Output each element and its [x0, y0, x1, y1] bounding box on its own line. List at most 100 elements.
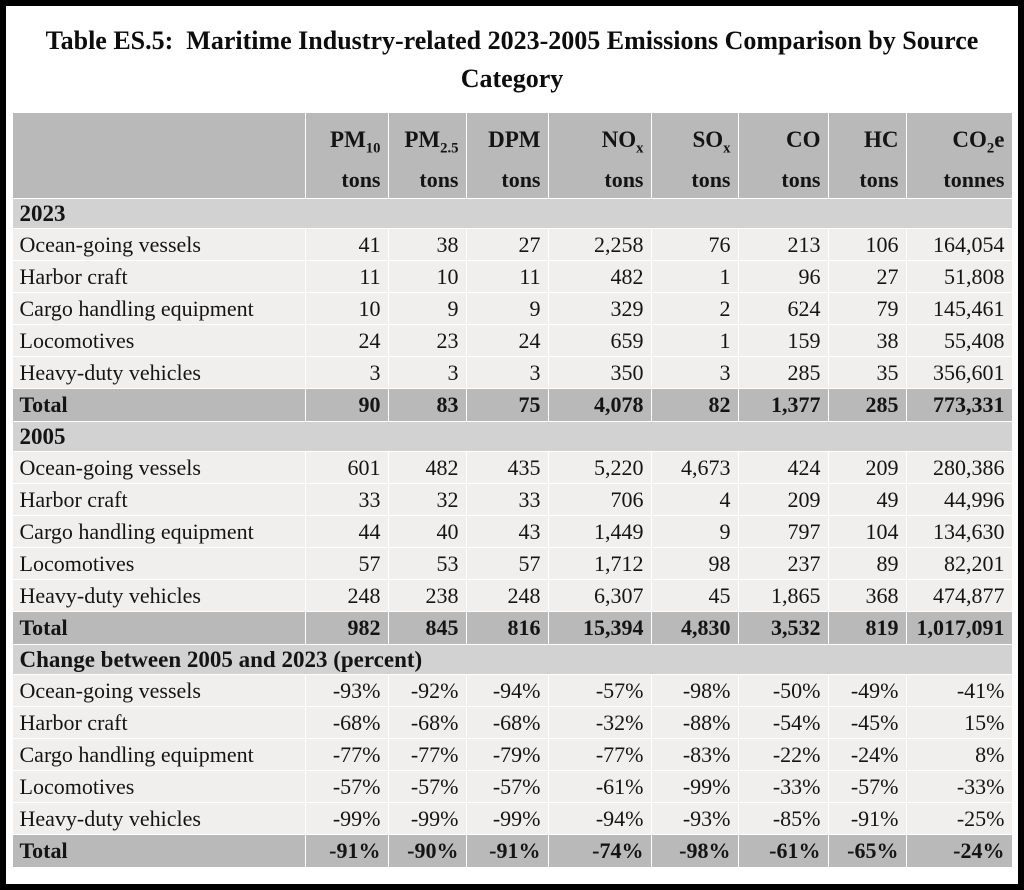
- table-row: Heavy-duty vehicles -99% -99% -99% -94% -93% -…: [11, 802, 1013, 836]
- total-value-cell: -74%: [547, 834, 652, 869]
- value-cell: -83%: [650, 738, 739, 772]
- value-cell: 2: [650, 292, 739, 326]
- value-cell: 624: [737, 292, 829, 326]
- unit-label: tons: [781, 167, 821, 193]
- value-cell: 27: [827, 260, 907, 294]
- row-label: Ocean-going vessels: [11, 228, 306, 262]
- row-label: Ocean-going vessels: [11, 451, 306, 485]
- value-cell: 53: [387, 547, 467, 581]
- column-header: DPM tons: [465, 112, 549, 200]
- value-cell: 15%: [905, 706, 1013, 740]
- value-cell: 9: [650, 515, 739, 549]
- value-cell: 435: [465, 451, 549, 485]
- total-value-cell: 4,830: [650, 611, 739, 646]
- value-cell: 43: [465, 515, 549, 549]
- table-row: Harbor craft 33 32 33 706 4 209 49 44,996: [11, 483, 1013, 517]
- value-cell: 285: [737, 356, 829, 390]
- value-cell: -77%: [387, 738, 467, 772]
- value-cell: 49: [827, 483, 907, 517]
- value-cell: -85%: [737, 802, 829, 836]
- total-value-cell: -91%: [304, 834, 389, 869]
- value-cell: -88%: [650, 706, 739, 740]
- table-row: Locomotives -57% -57% -57% -61% -99% -33% -57% -…: [11, 770, 1013, 804]
- row-label: Cargo handling equipment: [11, 292, 306, 326]
- value-cell: -57%: [465, 770, 549, 804]
- value-cell: 23: [387, 324, 467, 358]
- value-cell: -99%: [465, 802, 549, 836]
- total-value-cell: 1,017,091: [905, 611, 1013, 646]
- value-cell: 38: [387, 228, 467, 262]
- pollutant-name: HC: [829, 123, 899, 157]
- total-value-cell: -65%: [827, 834, 907, 869]
- value-cell: 3: [650, 356, 739, 390]
- value-cell: -57%: [547, 674, 652, 708]
- row-label: Heavy-duty vehicles: [11, 802, 306, 836]
- row-label: Harbor craft: [11, 483, 306, 517]
- table-row: Ocean-going vessels -93% -92% -94% -57% -98% -…: [11, 674, 1013, 708]
- total-value-cell: 982: [304, 611, 389, 646]
- total-value-cell: -90%: [387, 834, 467, 869]
- row-label: Heavy-duty vehicles: [11, 579, 306, 613]
- table-row: Cargo handling equipment 10 9 9 329 2 624 79 145…: [11, 292, 1013, 326]
- total-value-cell: 773,331: [905, 388, 1013, 423]
- value-cell: 134,630: [905, 515, 1013, 549]
- unit-label: tons: [604, 167, 644, 193]
- total-value-cell: 15,394: [547, 611, 652, 646]
- table-row: Heavy-duty vehicles 248 238 248 6,307 45 1,865…: [11, 579, 1013, 613]
- row-label: Heavy-duty vehicles: [11, 356, 306, 390]
- pollutant-subscript: x: [636, 140, 644, 157]
- value-cell: 32: [387, 483, 467, 517]
- value-cell: 237: [737, 547, 829, 581]
- value-cell: -94%: [547, 802, 652, 836]
- total-value-cell: 819: [827, 611, 907, 646]
- row-label: Locomotives: [11, 770, 306, 804]
- total-value-cell: 816: [465, 611, 549, 646]
- section-header-row: 2023: [11, 198, 1013, 230]
- row-label: Locomotives: [11, 547, 306, 581]
- value-cell: -41%: [905, 674, 1013, 708]
- value-cell: 33: [465, 483, 549, 517]
- value-cell: 44,996: [905, 483, 1013, 517]
- section-header: 2005: [11, 421, 1013, 453]
- table-body: 2023 Ocean-going vessels 41 38 27 2,258 76 213 1…: [11, 198, 1013, 869]
- value-cell: 24: [465, 324, 549, 358]
- value-cell: 4,673: [650, 451, 739, 485]
- value-cell: 209: [827, 451, 907, 485]
- value-cell: 356,601: [905, 356, 1013, 390]
- pollutant-symbol: HC: [864, 127, 899, 153]
- value-cell: 482: [547, 260, 652, 294]
- value-cell: -45%: [827, 706, 907, 740]
- total-value-cell: 1,377: [737, 388, 829, 423]
- value-cell: 44: [304, 515, 389, 549]
- table-header-row: PM10 tons PM2.5 tons DPM tons NOx tons SOx tons CO…: [11, 112, 1013, 200]
- pollutant-subscript: x: [723, 140, 731, 157]
- column-header: SOx tons: [650, 112, 739, 200]
- table-row: Locomotives 57 53 57 1,712 98 237 89 82,201: [11, 547, 1013, 581]
- total-label: Total: [11, 834, 306, 869]
- value-cell: 209: [737, 483, 829, 517]
- unit-label: tons: [341, 167, 381, 193]
- value-cell: -24%: [827, 738, 907, 772]
- total-value-cell: 82: [650, 388, 739, 423]
- value-cell: 10: [387, 260, 467, 294]
- column-header: PM2.5 tons: [387, 112, 467, 200]
- value-cell: -99%: [650, 770, 739, 804]
- value-cell: 45: [650, 579, 739, 613]
- value-cell: 797: [737, 515, 829, 549]
- unit-label: tonnes: [943, 167, 1005, 193]
- value-cell: 51,808: [905, 260, 1013, 294]
- total-value-cell: 285: [827, 388, 907, 423]
- value-cell: -91%: [827, 802, 907, 836]
- emissions-table: PM10 tons PM2.5 tons DPM tons NOx tons SOx tons CO…: [11, 112, 1013, 869]
- pollutant-name: CO2e: [907, 123, 1004, 157]
- value-cell: -92%: [387, 674, 467, 708]
- value-cell: 33: [304, 483, 389, 517]
- pollutant-symbol: CO: [952, 127, 987, 153]
- value-cell: 96: [737, 260, 829, 294]
- total-value-cell: -24%: [905, 834, 1013, 869]
- value-cell: 8%: [905, 738, 1013, 772]
- total-value-cell: 845: [387, 611, 467, 646]
- value-cell: 424: [737, 451, 829, 485]
- value-cell: 104: [827, 515, 907, 549]
- total-value-cell: 75: [465, 388, 549, 423]
